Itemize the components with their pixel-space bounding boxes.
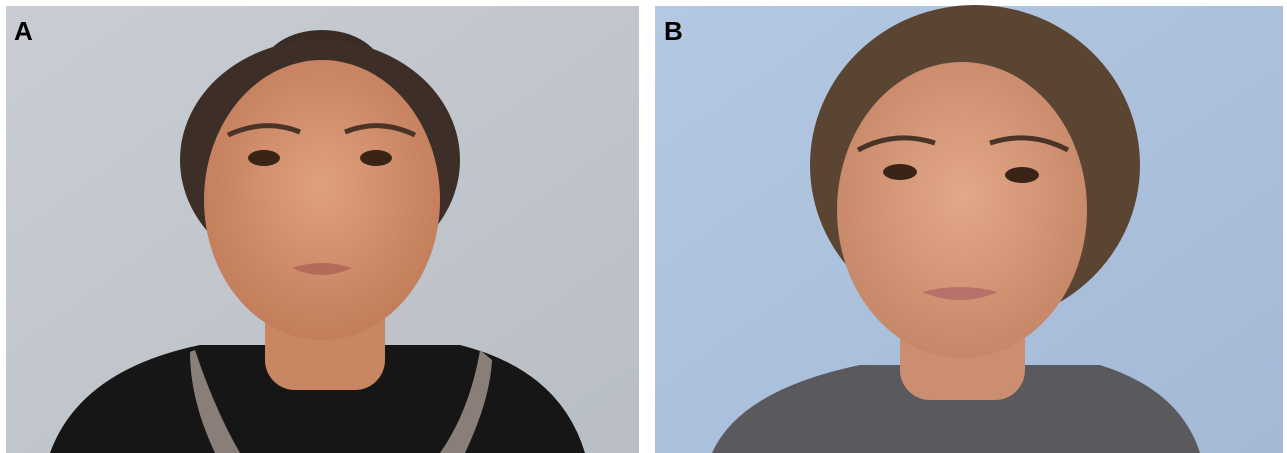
clothing [50, 345, 585, 453]
eye [360, 150, 392, 166]
panel-a: A [6, 6, 639, 453]
eye [883, 164, 917, 180]
mouth [922, 287, 998, 300]
face [204, 60, 440, 340]
panel-label: B [664, 16, 683, 46]
face [837, 62, 1087, 358]
eyebrows [226, 123, 417, 138]
panel-b: B [655, 5, 1283, 453]
necklace [190, 350, 492, 453]
clothing [712, 365, 1200, 453]
eye [248, 150, 280, 166]
eye [1005, 167, 1039, 183]
mouth [292, 263, 352, 275]
eyebrows [856, 135, 1070, 153]
panel-label: A [14, 16, 33, 46]
